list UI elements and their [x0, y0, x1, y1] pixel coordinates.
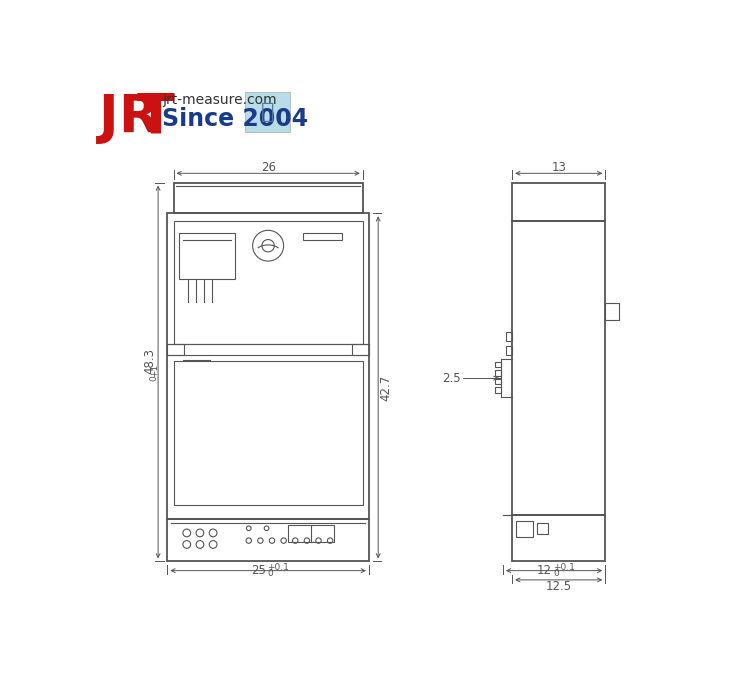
Bar [506, 332, 512, 341]
Text: jrt-measure.com: jrt-measure.com [162, 93, 277, 107]
Bar [495, 379, 502, 384]
Bar [167, 214, 369, 519]
Bar [512, 221, 605, 515]
Text: +0.1: +0.1 [554, 563, 575, 572]
Text: 12.5: 12.5 [546, 580, 572, 592]
Text: 0: 0 [267, 569, 273, 578]
Bar [173, 183, 363, 214]
Bar [179, 232, 235, 279]
Bar [537, 523, 548, 533]
Bar [303, 232, 342, 240]
Text: R: R [118, 92, 159, 144]
Bar [512, 183, 605, 221]
Text: 0: 0 [150, 375, 159, 381]
Bar [506, 346, 512, 355]
Bar [287, 525, 334, 542]
Text: 26: 26 [261, 161, 276, 174]
Text: J: J [99, 92, 118, 144]
Text: Since 2004: Since 2004 [162, 107, 308, 131]
Bar [512, 515, 605, 561]
Bar [167, 344, 184, 355]
Text: ✋: ✋ [261, 102, 274, 122]
Bar [352, 344, 369, 355]
Bar [244, 92, 290, 132]
Bar [173, 221, 363, 344]
Bar [495, 387, 502, 393]
Text: +0.1: +0.1 [267, 563, 290, 572]
Bar [605, 302, 619, 320]
Text: 12: 12 [537, 564, 552, 577]
Text: 0: 0 [554, 569, 559, 578]
Text: 42.7: 42.7 [380, 374, 392, 400]
Text: 48.3: 48.3 [144, 349, 157, 375]
Bar [516, 522, 533, 537]
Text: +1: +1 [150, 364, 159, 377]
Text: T: T [136, 90, 174, 144]
Bar [173, 361, 363, 505]
Bar [167, 519, 369, 561]
Bar [495, 362, 502, 368]
Bar [495, 370, 502, 376]
Text: 25: 25 [251, 564, 266, 577]
Text: 13: 13 [551, 161, 566, 174]
Text: 2.5: 2.5 [442, 372, 461, 384]
